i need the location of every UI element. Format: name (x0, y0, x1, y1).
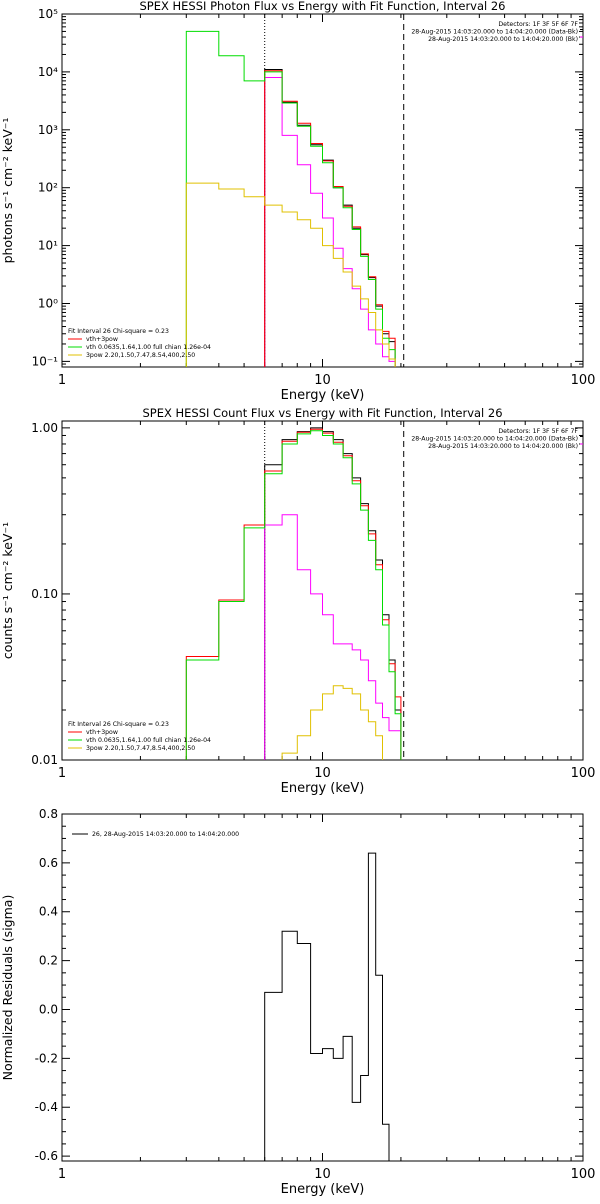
fit-legend-label: 3pow 2.20,1.50,7.47,8.54,400,2.50 (86, 745, 195, 752)
fit-legend-label: 3pow 2.20,1.50,7.47,8.54,400,2.50 (86, 352, 195, 359)
info-line: 28-Aug-2015 14:03:20.000 to 14:04:20.000… (411, 436, 578, 443)
y-tick-label: 10² (38, 181, 58, 195)
fit-legend-label: vth+3pow (86, 729, 118, 736)
y-axis-label-2: Normalized Residuals (sigma) (0, 895, 15, 1081)
series-3-histogram (185, 30, 396, 367)
residual-legend-label: 26, 28-Aug-2015 14:03:20.000 to 14:04:20… (92, 831, 239, 838)
info-line: 28-Aug-2015 14:03:20.000 to 14:04:20.000… (428, 36, 578, 43)
fit-legend-label: vth 0.0635,1.64,1.00 full chian 1.26e-04 (86, 737, 211, 744)
x-tick-label: 100 (571, 766, 596, 781)
series-2-histogram (185, 428, 402, 760)
y-tick-label: 0.01 (31, 753, 58, 767)
x-tick-label: 100 (571, 373, 596, 388)
y-tick-label: 0.2 (39, 954, 58, 968)
series-0-histogram (264, 852, 396, 1162)
x-tick-label: 1 (58, 766, 66, 781)
y-axis-label-0: photons s⁻¹ cm⁻² keV⁻¹ (0, 118, 15, 264)
y-tick-label: -0.6 (35, 1149, 58, 1163)
series-4-histogram (185, 182, 396, 367)
x-axis-label-2: Energy (keV) (281, 1182, 365, 1197)
y-tick-label: 10⁴ (38, 65, 58, 79)
info-line: Detectors: 1F 3F 5F 6F 7F (498, 428, 578, 435)
y-tick-label: 0.10 (31, 587, 58, 601)
x-axis-label-0: Energy (keV) (281, 388, 365, 403)
y-tick-label: 10⁰ (38, 296, 58, 310)
y-tick-label: 10³ (38, 123, 58, 137)
info-line: 28-Aug-2015 14:03:20.000 to 14:04:20.000… (428, 443, 578, 450)
y-tick-label: 10⁻¹ (32, 354, 59, 368)
series-0-histogram (264, 427, 407, 761)
x-tick-label: 10 (314, 766, 331, 781)
series-1-histogram (264, 77, 396, 367)
fit-legend-label: Fit Interval 26 Chi-square = 0.23 (68, 328, 169, 335)
fit-legend-label: vth+3pow (86, 336, 118, 343)
fit-legend-label: vth 0.0635,1.64,1.00 full chian 1.26e-04 (86, 344, 211, 351)
y-tick-label: 1.00 (31, 421, 58, 435)
chart-title-0: SPEX HESSI Photon Flux vs Energy with Fi… (139, 0, 505, 13)
y-tick-label: 0.8 (39, 807, 58, 821)
y-tick-label: 0.6 (39, 856, 58, 870)
x-tick-label: 100 (571, 1167, 596, 1182)
x-tick-label: 1 (58, 373, 66, 388)
y-tick-label: 0.0 (39, 1002, 58, 1016)
y-tick-label: -0.2 (35, 1051, 58, 1065)
series-4-histogram (281, 685, 383, 760)
y-tick-label: 0.4 (39, 905, 58, 919)
x-tick-label: 10 (314, 1167, 331, 1182)
y-tick-label: -0.4 (35, 1100, 58, 1114)
x-tick-label: 1 (58, 1167, 66, 1182)
x-tick-label: 10 (314, 373, 331, 388)
series-1-histogram (264, 514, 402, 760)
series-3-histogram (185, 430, 402, 760)
chart-title-1: SPEX HESSI Count Flux vs Energy with Fit… (142, 406, 502, 420)
fit-legend-label: Fit Interval 26 Chi-square = 0.23 (68, 721, 169, 728)
y-axis-label-1: counts s⁻¹ cm⁻² keV⁻¹ (0, 522, 15, 659)
axes-frame-2 (61, 813, 584, 1162)
info-line: 28-Aug-2015 14:03:20.000 to 14:04:20.000… (411, 29, 578, 36)
y-tick-label: 10⁵ (38, 7, 58, 21)
axes-frame-0 (61, 13, 584, 368)
y-tick-label: 10¹ (38, 239, 58, 253)
info-line: Detectors: 1F 3F 5F 6F 7F (498, 21, 578, 28)
x-axis-label-1: Energy (keV) (281, 781, 365, 796)
